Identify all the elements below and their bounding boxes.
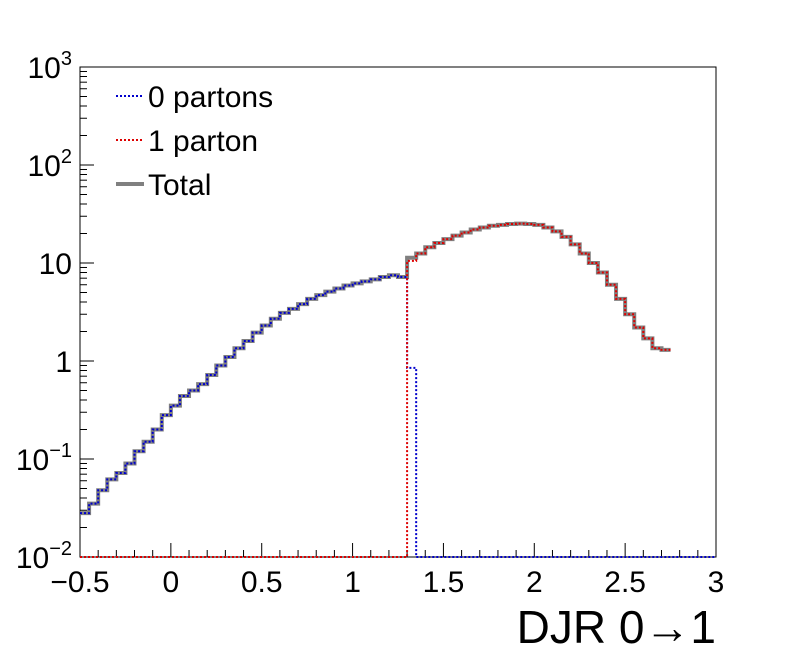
legend-label: Total — [148, 169, 211, 202]
x-tick-label: 3 — [708, 566, 725, 599]
series-1-parton-line — [80, 222, 671, 558]
x-tick-label: 1 — [344, 566, 361, 599]
legend-label: 0 partons — [148, 81, 273, 114]
x-tick-label: 0.5 — [241, 566, 283, 599]
x-tick-label: 2 — [526, 566, 543, 599]
y-tick-label: 1 — [55, 346, 72, 379]
y-tick-label: 103 — [28, 48, 73, 85]
series-0-partons-line — [80, 274, 716, 558]
x-tick-label: 2.5 — [604, 566, 646, 599]
x-axis-title: DJR 0→1 — [517, 601, 716, 653]
legend: 0 partons 1 parton Total — [116, 81, 273, 202]
y-tick-label: 102 — [28, 146, 73, 183]
x-tick-label: −0.5 — [50, 566, 109, 599]
legend-label: 1 parton — [148, 125, 258, 158]
series-total-line — [80, 221, 671, 516]
tick-labels: −0.5 0 0.5 1 1.5 2 2.5 3 10−2 10−1 1 10 102 103 — [16, 48, 725, 599]
y-tick-label: 10 — [39, 248, 72, 281]
x-tick-label: 1.5 — [423, 566, 465, 599]
y-tick-label: 10−1 — [16, 440, 72, 477]
series-layer — [80, 221, 716, 558]
y-tick-label: 10−2 — [16, 538, 72, 575]
x-tick-label: 0 — [163, 566, 180, 599]
axis-ticks — [79, 66, 717, 558]
